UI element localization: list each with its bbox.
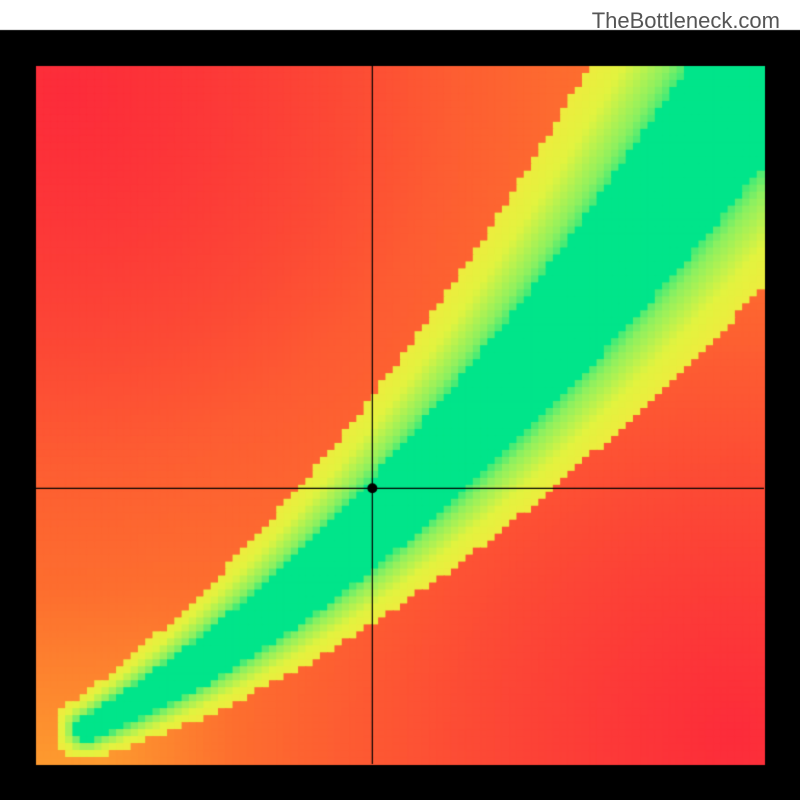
watermark-text: TheBottleneck.com [592, 8, 780, 34]
chart-container: TheBottleneck.com [0, 0, 800, 800]
heatmap-canvas [0, 0, 800, 800]
